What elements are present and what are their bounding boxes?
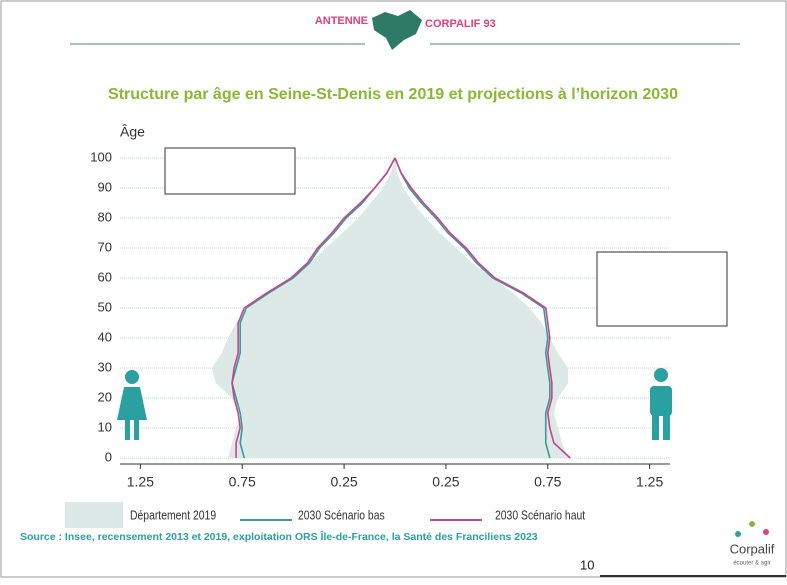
annotation-box bbox=[164, 147, 296, 195]
x-tick-label: 0.25 bbox=[432, 474, 459, 490]
y-tick-label: 80 bbox=[98, 209, 112, 224]
y-tick-label: 70 bbox=[98, 239, 112, 254]
logo-tagline: écouter & agir bbox=[733, 561, 770, 567]
y-tick-label: 90 bbox=[98, 179, 112, 194]
female-icon bbox=[117, 370, 147, 440]
line-female bbox=[231, 157, 396, 458]
y-tick-label: 0 bbox=[105, 449, 112, 464]
header-right: CORPALIF 93 bbox=[425, 18, 496, 30]
map-icon bbox=[372, 10, 422, 50]
y-tick-label: 50 bbox=[98, 299, 112, 314]
source: Source : Insee, recensement 2013 et 2019… bbox=[20, 530, 538, 543]
line-female bbox=[231, 157, 396, 459]
y-axis-label: Âge bbox=[120, 124, 145, 140]
legend: Département 2019 2030 Scénario bas 2030 Sc… bbox=[65, 502, 586, 528]
area-male bbox=[395, 158, 569, 458]
legend-label: Département 2019 bbox=[130, 508, 216, 522]
logo-dots bbox=[735, 521, 769, 537]
legend-label: 2030 Scénario haut bbox=[495, 508, 586, 522]
y-tick-label: 30 bbox=[98, 359, 112, 374]
y-tick-label: 100 bbox=[90, 149, 112, 164]
y-tick-label: 10 bbox=[98, 419, 112, 434]
line-male bbox=[394, 157, 551, 459]
annotation-box bbox=[596, 251, 728, 327]
plot: 0 10 20 30 40 50 60 70 80 90 100 1.25 0.75 0.25 0.25 0.… bbox=[90, 149, 699, 489]
line-male bbox=[394, 157, 571, 459]
y-tick-label: 60 bbox=[98, 269, 112, 284]
legend-swatch bbox=[65, 502, 123, 528]
x-tick-label: 1.25 bbox=[636, 474, 663, 490]
chart-title: Structure par âge en Seine-St-Denis en 2… bbox=[108, 86, 678, 103]
y-tick-label: 20 bbox=[98, 389, 112, 404]
y-tick-label: 40 bbox=[98, 329, 112, 344]
x-tick-label: 0.75 bbox=[229, 474, 256, 490]
x-tick-label: 0.75 bbox=[534, 474, 561, 490]
logo-name: Corpalif bbox=[730, 541, 775, 556]
x-tick-label: 0.25 bbox=[330, 474, 357, 490]
area-female bbox=[211, 158, 395, 458]
header-left: ANTENNE bbox=[315, 15, 368, 27]
legend-label: 2030 Scénario bas bbox=[298, 508, 385, 522]
male-icon bbox=[650, 368, 672, 440]
x-tick-label: 1.25 bbox=[127, 474, 154, 490]
page-number: 10 bbox=[580, 557, 594, 572]
